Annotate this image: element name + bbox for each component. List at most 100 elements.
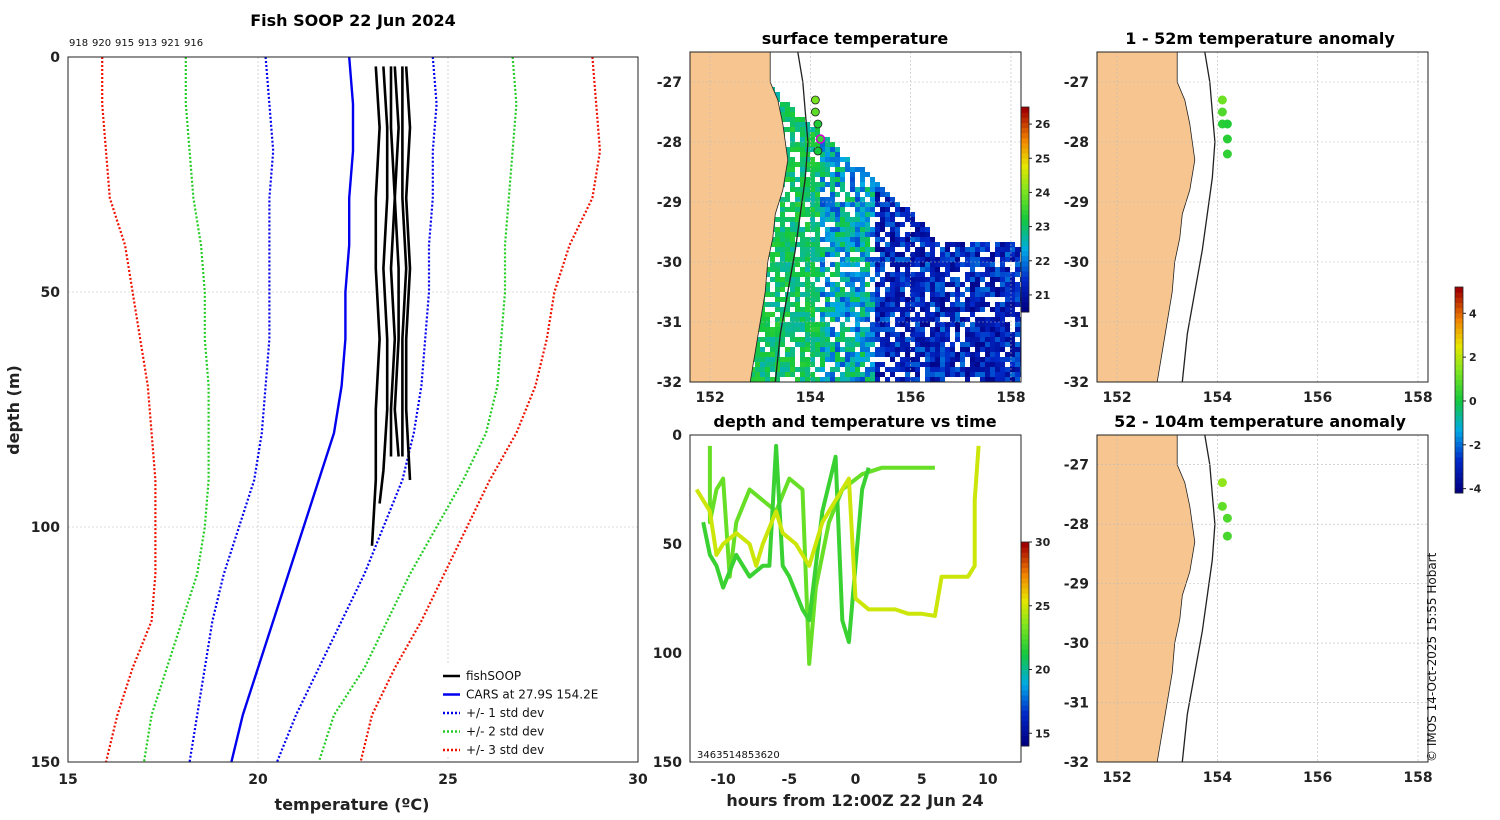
- sst-cell: [840, 327, 845, 332]
- sst-cell: [835, 212, 840, 217]
- sst-cell: [800, 307, 805, 312]
- sst-cell: [915, 227, 920, 232]
- sst-cell: [820, 207, 825, 212]
- sst-cell: [980, 307, 985, 312]
- sst-cell: [835, 232, 840, 237]
- sst-cell: [1010, 372, 1015, 377]
- sst-cell: [825, 277, 830, 282]
- sst-cell: [835, 272, 840, 277]
- sst-cell: [965, 247, 970, 252]
- sst-cell: [810, 192, 815, 197]
- sst-cell: [995, 287, 1000, 292]
- sst-cell: [835, 157, 840, 162]
- sst-cell: [845, 167, 850, 172]
- sst-cell: [805, 242, 810, 247]
- sst-cell: [965, 272, 970, 277]
- sst-cell: [845, 342, 850, 347]
- colorbar-step: [1021, 679, 1029, 686]
- colorbar-label: 23: [1035, 221, 1050, 234]
- sst-cell: [960, 292, 965, 297]
- sst-cell: [960, 252, 965, 257]
- sst-cell: [800, 362, 805, 367]
- sst-cell: [790, 337, 795, 342]
- sst-cell: [910, 252, 915, 257]
- colorbar-step: [1455, 384, 1463, 391]
- sst-cell: [785, 117, 790, 122]
- sst-cell: [820, 202, 825, 207]
- sst-cell: [830, 292, 835, 297]
- sst-cell: [910, 377, 915, 382]
- sst-cell: [970, 282, 975, 287]
- sst-cell: [925, 342, 930, 347]
- profile-lines: [101, 56, 602, 763]
- sst-cell: [855, 232, 860, 237]
- sst-cell: [870, 337, 875, 342]
- sst-cell: [790, 312, 795, 317]
- sst-cell: [790, 357, 795, 362]
- y-tick-label: -29: [657, 195, 682, 211]
- sst-cell: [810, 187, 815, 192]
- sst-cell: [900, 212, 905, 217]
- colorbar-step: [1021, 230, 1029, 236]
- sst-cell: [1005, 242, 1010, 247]
- sst-cell: [810, 332, 815, 337]
- sst-cell: [820, 292, 825, 297]
- sst-cell: [765, 362, 770, 367]
- sst-cell: [805, 297, 810, 302]
- sst-cell: [980, 247, 985, 252]
- sst-cell: [835, 172, 840, 177]
- sst-cell: [760, 327, 765, 332]
- sst-cell: [945, 297, 950, 302]
- sst-cell: [800, 282, 805, 287]
- sst-cell: [960, 362, 965, 367]
- sst-cell: [890, 212, 895, 217]
- profile-title: Fish SOOP 22 Jun 2024: [250, 11, 456, 30]
- series-line: [275, 56, 438, 763]
- sst-cell: [830, 227, 835, 232]
- sst-cell: [1000, 267, 1005, 272]
- sst-cell: [970, 272, 975, 277]
- sst-cell: [900, 317, 905, 322]
- sst-cell: [845, 157, 850, 162]
- sst-cell: [780, 262, 785, 267]
- sst-cell: [895, 232, 900, 237]
- sst-cell: [820, 187, 825, 192]
- sst-cell: [890, 367, 895, 372]
- sst-cell: [855, 242, 860, 247]
- anomaly-marker: [1222, 513, 1232, 523]
- sst-cell: [810, 302, 815, 307]
- sst-cell: [895, 252, 900, 257]
- sst-cell: [810, 222, 815, 227]
- sst-cell: [955, 277, 960, 282]
- sst-cell: [940, 342, 945, 347]
- sst-cell: [905, 327, 910, 332]
- sst-cell: [825, 212, 830, 217]
- sst-cell: [980, 297, 985, 302]
- sst-cell: [850, 182, 855, 187]
- anomaly-marker: [1222, 119, 1232, 129]
- sst-cell: [780, 332, 785, 337]
- sst-cell: [795, 277, 800, 282]
- sst-cell: [915, 377, 920, 382]
- sst-cell: [940, 322, 945, 327]
- sst-cell: [900, 307, 905, 312]
- sst-cell: [900, 362, 905, 367]
- sst-cell: [825, 227, 830, 232]
- x-tick-label: 154: [1203, 390, 1232, 406]
- sst-cell: [825, 152, 830, 157]
- sst-cell: [1010, 272, 1015, 277]
- sst-cell: [835, 147, 840, 152]
- sst-cell: [940, 347, 945, 352]
- sst-cell: [1000, 372, 1005, 377]
- sst-cell: [925, 337, 930, 342]
- sst-cell: [845, 327, 850, 332]
- sst-cell: [940, 332, 945, 337]
- sst-cell: [785, 177, 790, 182]
- sst-cell: [865, 372, 870, 377]
- sst-cell: [890, 252, 895, 257]
- sst-cell: [855, 167, 860, 172]
- sst-cell: [815, 192, 820, 197]
- sst-cell: [800, 252, 805, 257]
- sst-cell: [900, 367, 905, 372]
